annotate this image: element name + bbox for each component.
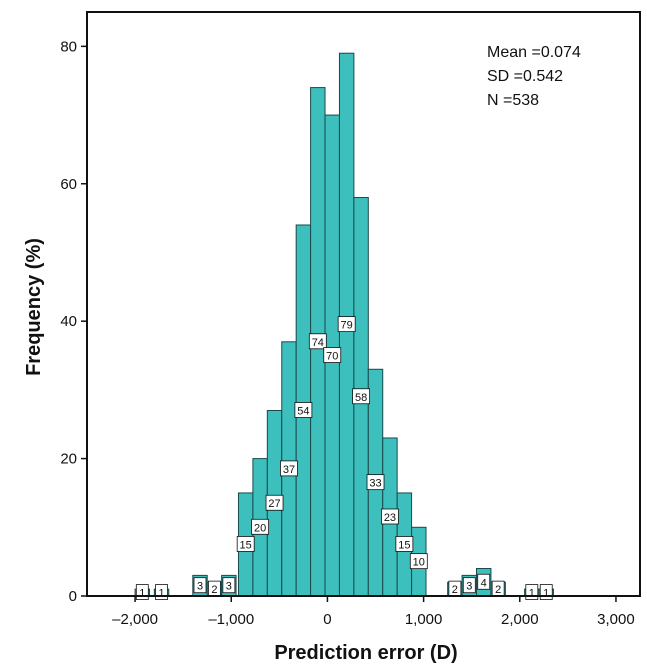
count-label-2: 3 bbox=[197, 581, 203, 593]
count-label-box-20 bbox=[477, 573, 491, 590]
stat-sd: SD =0.542 bbox=[487, 68, 563, 85]
count-label-box-8 bbox=[280, 460, 298, 477]
y-axis-ticks: 0 20 40 60 80 bbox=[60, 38, 87, 605]
y-tick-label: 40 bbox=[60, 313, 77, 330]
count-label-4: 3 bbox=[226, 581, 232, 593]
count-label-box-7 bbox=[265, 494, 284, 511]
count-label-box-11 bbox=[323, 347, 342, 363]
y-tick-label: 20 bbox=[60, 451, 77, 468]
count-label-13: 58 bbox=[355, 392, 367, 404]
count-label-box-9 bbox=[294, 402, 313, 418]
count-label-21: 2 bbox=[495, 584, 501, 596]
count-label-17: 10 bbox=[413, 557, 425, 569]
count-label-box-4 bbox=[222, 577, 236, 594]
count-label-8: 37 bbox=[283, 464, 295, 476]
count-label-box-17 bbox=[409, 553, 428, 570]
count-label-1: 1 bbox=[158, 588, 164, 600]
x-tick-label: –2,000 bbox=[112, 611, 158, 628]
count-label-10: 74 bbox=[312, 337, 324, 349]
x-tick-label: 1,000 bbox=[405, 611, 443, 628]
count-label-11: 70 bbox=[326, 351, 338, 363]
count-label-box-19 bbox=[462, 577, 476, 594]
count-label-box-10 bbox=[308, 333, 327, 350]
y-axis-title: Frequency (%) bbox=[23, 238, 45, 376]
count-label-box-5 bbox=[236, 536, 255, 552]
count-label-6: 20 bbox=[254, 522, 266, 534]
count-label-16: 15 bbox=[398, 539, 410, 551]
count-label-22: 1 bbox=[529, 588, 535, 600]
count-label-7: 27 bbox=[268, 498, 280, 510]
count-label-5: 15 bbox=[240, 539, 252, 551]
x-tick-label: 0 bbox=[323, 611, 331, 628]
count-label-9: 54 bbox=[297, 405, 309, 417]
stat-mean: Mean =0.074 bbox=[487, 44, 581, 61]
stat-n: N =538 bbox=[487, 92, 539, 109]
y-tick-label: 80 bbox=[60, 38, 77, 55]
count-label-14: 33 bbox=[369, 478, 381, 490]
x-tick-label: 2,000 bbox=[501, 611, 539, 628]
count-label-23: 1 bbox=[543, 588, 549, 600]
count-label-box-13 bbox=[352, 388, 370, 405]
count-label-box-12 bbox=[337, 316, 356, 333]
y-tick-label: 0 bbox=[69, 588, 77, 605]
count-label-3: 2 bbox=[211, 584, 217, 596]
count-label-box-16 bbox=[395, 536, 414, 552]
count-label-box-6 bbox=[251, 518, 270, 535]
x-axis-title: Prediction error (D) bbox=[274, 642, 457, 664]
count-label-20: 4 bbox=[481, 577, 487, 589]
count-label-18: 2 bbox=[452, 584, 458, 596]
plot-frame bbox=[86, 11, 641, 597]
count-label-box-15 bbox=[381, 508, 399, 525]
x-axis-ticks: –2,000 –1,000 0 1,000 2,000 3,000 bbox=[112, 596, 635, 628]
count-label-12: 79 bbox=[341, 320, 353, 332]
x-tick-label: 3,000 bbox=[597, 611, 635, 628]
count-label-15: 23 bbox=[384, 512, 396, 524]
y-tick-label: 60 bbox=[60, 176, 77, 193]
count-label-19: 3 bbox=[466, 581, 472, 593]
count-label-box-2 bbox=[193, 577, 207, 594]
count-label-box-14 bbox=[366, 474, 385, 491]
x-tick-label: –1,000 bbox=[208, 611, 254, 628]
count-label-0: 1 bbox=[139, 588, 145, 600]
